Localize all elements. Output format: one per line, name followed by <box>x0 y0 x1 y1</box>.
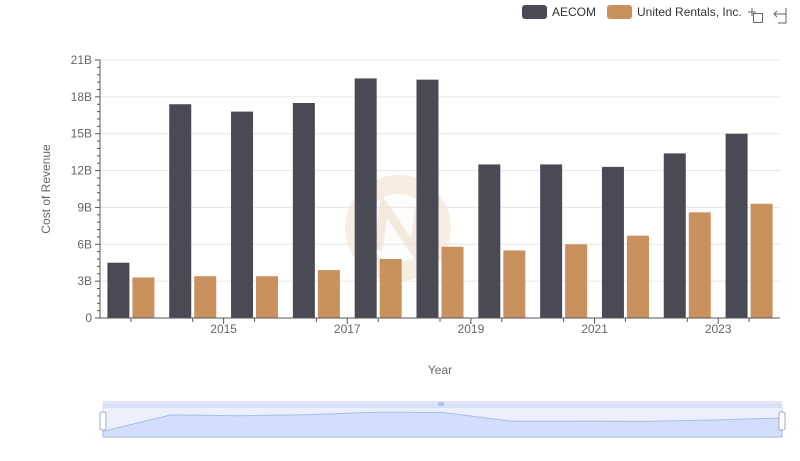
bar-aecom-2014[interactable] <box>107 262 130 318</box>
bar-aecom-2024[interactable] <box>725 133 748 318</box>
y-tick-label: 9B <box>77 200 92 214</box>
bar-aecom-2015[interactable] <box>169 104 192 318</box>
bar-united-rentals-2016[interactable] <box>256 276 279 318</box>
bar-united-rentals-2023[interactable] <box>688 212 711 318</box>
zoom-handle-right[interactable] <box>778 411 786 431</box>
zoom-preview-area <box>102 411 783 438</box>
y-tick-label: 0 <box>85 311 92 325</box>
y-tick-label: 21B <box>71 53 92 67</box>
bar-united-rentals-2019[interactable] <box>441 246 464 318</box>
x-tick-label: 2017 <box>334 322 361 336</box>
zoom-selection[interactable] <box>103 404 782 437</box>
toolbox[interactable] <box>748 8 787 24</box>
zoom-icon[interactable] <box>748 8 763 23</box>
legend[interactable]: AECOM United Rentals, Inc. <box>522 5 742 19</box>
y-tick-label: 15B <box>71 127 92 141</box>
x-tick-label: 2023 <box>705 322 732 336</box>
bar-united-rentals-2020[interactable] <box>503 250 526 318</box>
bar-aecom-2019[interactable] <box>416 79 439 319</box>
axes: 0 3B 6B 9B 12B 15B 18B 21B 2015 2017 2019 2021 2023 <box>71 53 780 336</box>
bar-aecom-2020[interactable] <box>478 164 501 318</box>
bar-united-rentals-2018[interactable] <box>379 259 402 318</box>
legend-label: AECOM <box>552 5 596 19</box>
x-axis-title: Year <box>428 363 452 377</box>
bar-united-rentals-2014[interactable] <box>132 277 155 318</box>
data-zoom-slider[interactable] <box>99 401 786 438</box>
restore-icon[interactable] <box>773 8 787 24</box>
bar-aecom-2023[interactable] <box>663 153 686 318</box>
bar-aecom-2018[interactable] <box>354 78 377 318</box>
legend-swatch <box>522 5 547 19</box>
x-tick-label: 2019 <box>458 322 485 336</box>
bar-united-rentals-2024[interactable] <box>750 203 773 318</box>
bar-united-rentals-2022[interactable] <box>626 235 649 318</box>
bar-united-rentals-2015[interactable] <box>194 276 217 318</box>
y-axis-title: Cost of Revenue <box>39 144 53 234</box>
y-tick-label: 18B <box>71 90 92 104</box>
bar-united-rentals-2017[interactable] <box>317 270 340 318</box>
legend-item-united-rentals[interactable]: United Rentals, Inc. <box>607 5 742 19</box>
bar-united-rentals-2021[interactable] <box>565 244 588 318</box>
x-tick-label: 2021 <box>581 322 608 336</box>
bar-aecom-2017[interactable] <box>292 103 315 318</box>
x-tick-label: 2015 <box>210 322 237 336</box>
bars[interactable] <box>107 78 773 319</box>
bar-aecom-2016[interactable] <box>231 111 254 318</box>
legend-swatch <box>607 5 632 19</box>
legend-label: United Rentals, Inc. <box>637 5 742 19</box>
zoom-drag-grip[interactable] <box>438 402 444 406</box>
bar-aecom-2022[interactable] <box>601 166 624 318</box>
y-tick-label: 6B <box>77 237 92 251</box>
y-tick-label: 3B <box>77 274 92 288</box>
legend-item-aecom[interactable]: AECOM <box>522 5 596 19</box>
bar-aecom-2021[interactable] <box>540 164 563 318</box>
y-tick-label: 12B <box>71 164 92 178</box>
zoom-handle-left[interactable] <box>99 411 107 431</box>
